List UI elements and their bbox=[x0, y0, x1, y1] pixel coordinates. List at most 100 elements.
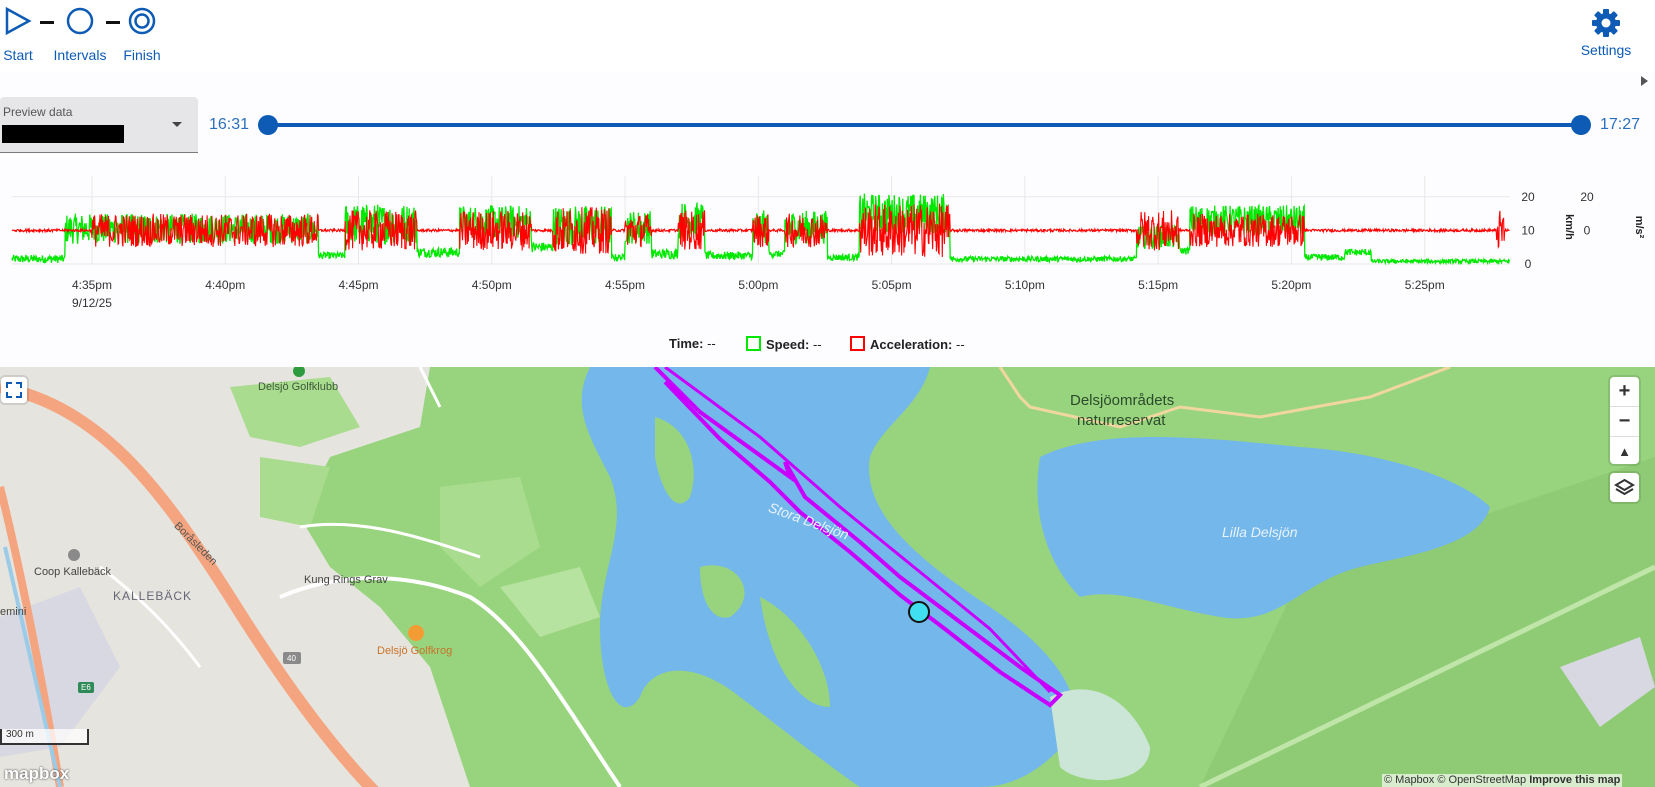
x-tick-label: 5:20pm bbox=[1271, 278, 1311, 292]
range-start-label: 16:31 bbox=[209, 116, 250, 133]
legend-acceleration[interactable]: Acceleration: -- bbox=[850, 336, 965, 352]
map-scale-bar: 300 m bbox=[0, 729, 89, 745]
x-tick-label: 5:10pm bbox=[1005, 278, 1045, 292]
attribution-text[interactable]: © Mapbox © OpenStreetMap bbox=[1384, 774, 1527, 786]
x-tick-label: 4:45pm bbox=[338, 278, 378, 292]
park-area bbox=[260, 457, 330, 527]
road bbox=[99, 565, 202, 668]
gps-track bbox=[664, 367, 1052, 694]
road bbox=[299, 522, 481, 559]
highway-boraasleden bbox=[0, 381, 379, 787]
speed-legend-swatch bbox=[746, 336, 761, 351]
preview-data-select[interactable]: Preview data bbox=[0, 97, 198, 153]
fullscreen-button[interactable] bbox=[1, 377, 27, 403]
x-tick-label: 5:25pm bbox=[1405, 278, 1445, 292]
legend-time: Time: -- bbox=[669, 336, 716, 351]
island bbox=[655, 417, 694, 504]
map-view[interactable] bbox=[0, 367, 1655, 787]
fullscreen-icon bbox=[6, 382, 22, 398]
park-area bbox=[440, 477, 540, 587]
route-40-label: 40 bbox=[287, 654, 296, 663]
gps-track bbox=[653, 367, 1064, 708]
step-finish-label: Finish bbox=[123, 47, 161, 63]
mapbox-logo[interactable]: mapbox bbox=[4, 764, 70, 783]
x-tick-label: 4:35pm bbox=[72, 278, 112, 292]
map-label-kalleback: KALLEBÄCK bbox=[113, 589, 193, 603]
x-date-label: 9/12/25 bbox=[72, 296, 112, 310]
speed-axis-tick: 10 bbox=[1521, 223, 1535, 237]
range-start-handle[interactable] bbox=[258, 115, 278, 135]
x-tick-label: 5:15pm bbox=[1138, 278, 1178, 292]
trail bbox=[998, 367, 1451, 429]
legend-speed[interactable]: Speed: -- bbox=[746, 336, 822, 352]
speed-axis-tick: 20 bbox=[1521, 190, 1535, 204]
restaurant-poi-icon[interactable] bbox=[408, 625, 424, 641]
improve-map-link[interactable]: Improve this map bbox=[1529, 774, 1621, 786]
route-shield-e6 bbox=[78, 682, 94, 693]
island bbox=[700, 565, 745, 618]
zoom-out-button[interactable]: − bbox=[1610, 407, 1639, 437]
map-label-golfkrog: Delsjö Golfkrog bbox=[377, 645, 453, 657]
map-attribution: © Mapbox © OpenStreetMap Improve this ma… bbox=[1382, 774, 1623, 787]
map-label-gemini: emini bbox=[0, 606, 27, 618]
marsh-area bbox=[1050, 689, 1150, 781]
step-start[interactable]: Start bbox=[3, 6, 33, 63]
lake-lilla-delsjon bbox=[1037, 437, 1490, 619]
accel-axis-label: m/s² bbox=[1633, 216, 1645, 239]
forest-area bbox=[1200, 457, 1655, 787]
road bbox=[418, 367, 442, 408]
speed-acceleration-chart[interactable]: 4:35pm 4:40pm 4:45pm 4:50pm 4:55pm 5:00pm 5:05… bbox=[0, 172, 1655, 322]
map-label-reserve-2: naturreservat bbox=[1077, 412, 1166, 429]
map-canvas[interactable] bbox=[0, 367, 1655, 787]
settings-button[interactable]: Settings bbox=[1576, 8, 1636, 58]
road bbox=[279, 576, 622, 787]
preview-data-value bbox=[2, 125, 124, 143]
collapse-arrow-icon[interactable] bbox=[1641, 76, 1648, 86]
map-label-golfklubb: Delsjö Golfklubb bbox=[258, 381, 339, 393]
map-label-coop: Coop Kallebäck bbox=[34, 566, 112, 578]
acceleration-series-line bbox=[11, 203, 1510, 258]
step-intervals-label: Intervals bbox=[53, 47, 107, 63]
x-tick-label: 5:05pm bbox=[872, 278, 912, 292]
layers-icon bbox=[1614, 478, 1635, 496]
chevron-down-icon bbox=[172, 122, 182, 127]
compass-button[interactable]: ▲ bbox=[1618, 444, 1631, 459]
accel-axis-tick: 0 bbox=[1584, 223, 1591, 237]
step-connector bbox=[106, 21, 120, 24]
preview-data-label: Preview data bbox=[3, 105, 73, 119]
position-marker[interactable] bbox=[908, 601, 930, 623]
range-end-handle[interactable] bbox=[1571, 115, 1591, 135]
range-end-label: 17:27 bbox=[1600, 116, 1641, 133]
route-e6-label: E6 bbox=[81, 683, 91, 692]
route-shield-40 bbox=[283, 652, 301, 664]
canal bbox=[3, 546, 62, 787]
gear-icon bbox=[1592, 9, 1620, 37]
step-connector bbox=[40, 21, 54, 24]
speed-axis-label: km/h bbox=[1563, 214, 1575, 240]
zoom-in-button[interactable]: + bbox=[1610, 377, 1639, 407]
play-outline-icon bbox=[5, 6, 32, 36]
urban-area bbox=[0, 367, 470, 787]
step-intervals[interactable]: Intervals bbox=[54, 6, 106, 63]
step-start-label: Start bbox=[3, 47, 33, 63]
x-tick-label: 4:55pm bbox=[605, 278, 645, 292]
golf-course bbox=[230, 377, 360, 447]
x-tick-label: 4:50pm bbox=[472, 278, 512, 292]
settings-label: Settings bbox=[1580, 42, 1632, 58]
x-tick-label: 5:00pm bbox=[738, 278, 778, 292]
range-slider-track[interactable] bbox=[268, 123, 1581, 127]
shop-poi-icon[interactable] bbox=[68, 549, 80, 561]
golf-poi-icon[interactable] bbox=[293, 367, 305, 377]
zoom-controls: + − ▲ bbox=[1610, 377, 1639, 464]
top-toolbar: Start Intervals Finish Settings bbox=[0, 0, 1655, 72]
step-finish[interactable]: Finish bbox=[123, 6, 161, 63]
map-label-kung-rings-grav: Kung Rings Grav bbox=[304, 574, 388, 586]
layers-button[interactable] bbox=[1610, 473, 1639, 502]
lake-stora-delsjon bbox=[581, 367, 1076, 787]
speed-axis-tick: 0 bbox=[1525, 257, 1532, 271]
accel-axis-tick: 20 bbox=[1580, 190, 1594, 204]
target-icon bbox=[128, 7, 156, 35]
circle-outline-icon bbox=[66, 7, 94, 35]
x-tick-label: 4:40pm bbox=[205, 278, 245, 292]
map-label-reserve-1: Delsjöområdets bbox=[1070, 392, 1175, 409]
